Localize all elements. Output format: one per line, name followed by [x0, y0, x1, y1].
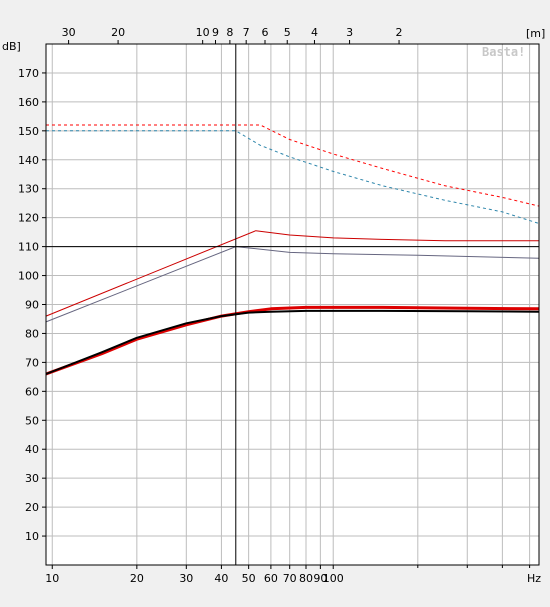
x-tick-label: 30	[179, 572, 193, 585]
top-tick-label: 30	[62, 26, 76, 39]
y-tick-label: 160	[18, 96, 39, 109]
x-tick-label: 60	[264, 572, 278, 585]
top-tick-label: 5	[284, 26, 291, 39]
y-tick-label: 130	[18, 183, 39, 196]
x-tick-label: 100	[323, 572, 344, 585]
y-tick-label: 110	[18, 241, 39, 254]
y-tick-label: 80	[25, 327, 39, 340]
y-tick-label: 120	[18, 212, 39, 225]
y-tick-label: 140	[18, 154, 39, 167]
y-tick-label: 40	[25, 443, 39, 456]
top-unit-label: [m]	[526, 27, 545, 40]
y-tick-label: 70	[25, 356, 39, 369]
watermark-basta: Basta!	[482, 45, 525, 59]
y-tick-label: 90	[25, 299, 39, 312]
y-unit-label: dB]	[2, 40, 21, 53]
x-tick-label: 70	[283, 572, 297, 585]
y-tick-label: 150	[18, 125, 39, 138]
x-tick-label: 10	[45, 572, 59, 585]
x-tick-label: 40	[214, 572, 228, 585]
top-tick-label: 2	[396, 26, 403, 39]
top-tick-label: 6	[261, 26, 268, 39]
x-tick-label: 50	[242, 572, 256, 585]
top-tick-label: 8	[226, 26, 233, 39]
axis-layer: 1020304050607080901001101201301401501601…	[18, 26, 531, 585]
y-tick-label: 50	[25, 414, 39, 427]
y-tick-label: 30	[25, 472, 39, 485]
series-line	[46, 124, 540, 207]
series-line	[45, 230, 539, 317]
x-tick-label: 20	[130, 572, 144, 585]
series-line	[45, 309, 540, 375]
top-tick-label: 20	[111, 26, 125, 39]
top-tick-label: 7	[243, 26, 250, 39]
y-tick-label: 60	[25, 385, 39, 398]
x-tick-label: 90	[313, 572, 327, 585]
y-tick-label: 20	[25, 501, 39, 514]
series-layer	[45, 124, 540, 376]
top-tick-label: 3	[346, 26, 353, 39]
top-tick-label: 10	[196, 26, 210, 39]
series-line	[46, 130, 540, 224]
y-tick-label: 100	[18, 270, 39, 283]
cursor-layer	[46, 44, 539, 565]
x-tick-label: 80	[299, 572, 313, 585]
y-tick-label: 170	[18, 67, 39, 80]
series-line	[45, 246, 540, 323]
top-tick-label: 9	[212, 26, 219, 39]
y-tick-label: 10	[25, 530, 39, 543]
x-unit-label: Hz	[527, 572, 541, 585]
top-tick-label: 4	[311, 26, 318, 39]
